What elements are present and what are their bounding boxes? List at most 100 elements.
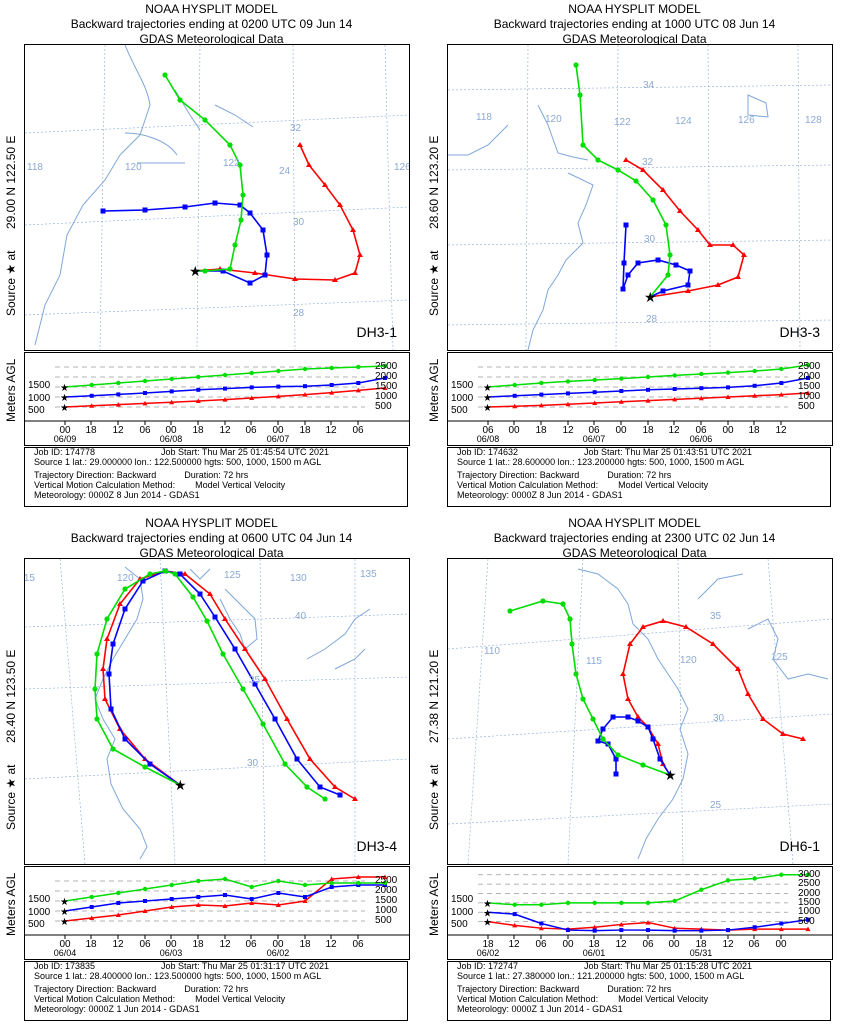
trajectory-point	[573, 671, 579, 677]
profile-point	[646, 387, 650, 392]
trajectory-point	[665, 272, 671, 278]
trajectory-point	[600, 736, 606, 742]
trajectory-point	[569, 641, 575, 647]
trajectory-point	[222, 616, 228, 621]
trajectory-point	[94, 716, 100, 722]
y-axis-label: Meters AGL	[423, 866, 447, 958]
time-tick: 12	[325, 425, 337, 436]
trajectory-point	[613, 771, 619, 777]
time-tick: 00	[722, 425, 734, 436]
profile-point	[89, 915, 95, 920]
trajectory-point	[197, 591, 203, 597]
vertical-value: Model Vertical Velocity	[618, 994, 709, 1004]
profile-point	[592, 900, 597, 906]
start-height-label: 500	[451, 919, 468, 930]
profile-point	[672, 928, 677, 933]
profile-point	[169, 389, 174, 394]
lat-label: 40	[295, 611, 307, 622]
trajectory-point	[735, 274, 741, 279]
trajectory-point	[317, 784, 323, 790]
time-tick: 06	[245, 939, 257, 950]
duration: Duration: 72 hrs	[607, 470, 672, 480]
height-label: 1500	[375, 895, 398, 906]
profile-point	[726, 385, 730, 390]
trajectory-green	[162, 72, 246, 274]
trajectory-point	[673, 262, 679, 268]
lat-label: 28	[293, 308, 305, 319]
profile-point	[672, 898, 677, 904]
profile-point	[618, 399, 624, 404]
trajectory-point	[540, 598, 546, 604]
trajectory-point	[623, 157, 629, 162]
time-tick: 00	[165, 939, 177, 950]
height-label: 1500	[375, 381, 398, 392]
trajectory-point	[212, 614, 218, 620]
time-tick: 18	[85, 939, 97, 950]
start-star-icon: ★	[483, 908, 492, 919]
trajectory-point	[633, 178, 639, 184]
profile-point	[779, 872, 784, 877]
lon-label: 118	[476, 112, 492, 123]
trajectory-point	[252, 681, 258, 687]
profile-green: ★	[483, 872, 811, 910]
time-tick: 18	[192, 425, 204, 436]
trajectory-point	[625, 714, 631, 720]
lon-label: 122	[614, 117, 631, 128]
direction-row: Trajectory Direction: Backward Duration: …	[34, 470, 408, 480]
height-label: 500	[798, 915, 815, 927]
time-tick: 00	[272, 425, 284, 436]
trajectory-point	[220, 268, 226, 274]
panel-title: Backward trajectories ending at 0200 UTC…	[70, 17, 353, 31]
trajectory-point	[304, 784, 310, 790]
duration: Duration: 72 hrs	[184, 984, 249, 994]
profile-point	[355, 874, 361, 879]
trajectory-point	[262, 676, 268, 681]
trajectory-point	[623, 222, 629, 228]
trajectory-point	[238, 217, 244, 223]
trajectory-point	[640, 624, 646, 629]
meteorology: Meteorology: 0000Z 8 Jun 2014 - GDAS1	[34, 490, 200, 500]
lon-label: 135	[360, 569, 377, 580]
trajectory-point	[635, 260, 641, 266]
trajectory-point	[650, 197, 656, 203]
source-star-icon: ★	[174, 778, 187, 794]
time-tick: 18	[535, 425, 547, 436]
trajectory-point	[715, 282, 721, 287]
vertical-row: Vertical Motion Calculation Method: Model…	[457, 994, 831, 1004]
panel-model: NOAA HYSPLIT MODEL	[568, 516, 701, 530]
trajectory-point	[142, 207, 148, 213]
trajectory-point	[272, 716, 278, 722]
profile-point	[223, 893, 227, 897]
profile-red: ★	[60, 385, 388, 414]
source-star-icon: ★	[189, 264, 202, 280]
profile-point	[142, 908, 148, 913]
y-axis-label: Meters AGL	[423, 352, 447, 444]
date-label: 06/04	[53, 948, 77, 958]
direction-row: Trajectory Direction: Backward Duration: …	[34, 984, 408, 994]
time-tick: 18	[299, 425, 311, 436]
lat-label: 30	[713, 713, 725, 724]
profile-point	[778, 926, 784, 932]
trajectory-point	[645, 724, 651, 730]
panel-model: NOAA HYSPLIT MODEL	[145, 2, 278, 16]
profile-point	[382, 363, 388, 369]
time-tick: 06	[535, 939, 547, 950]
direction: Trajectory Direction: Backward	[457, 470, 580, 480]
trajectory-point	[660, 618, 666, 623]
trajectory-point	[357, 252, 363, 257]
run-info-frame	[24, 961, 408, 1021]
height-profile: ★ ★ ★ 2500 2000 1500 1000 500 1500 1000 500 00 18 12 0…	[24, 352, 410, 446]
time-tick: 06	[695, 425, 707, 436]
time-tick: 12	[722, 939, 734, 950]
trajectory-point	[677, 208, 683, 213]
trajectory-red	[623, 157, 747, 298]
meteorology: Meteorology: 0000Z 1 Jun 2014 - GDAS1	[34, 1004, 200, 1014]
profile-green: ★	[483, 362, 811, 394]
profile-point	[382, 874, 388, 879]
profile-point	[699, 371, 704, 377]
start-height-label: 500	[28, 405, 45, 416]
profile-point	[538, 925, 544, 931]
vertical-value: Model Vertical Velocity	[195, 994, 286, 1004]
trajectory-point	[247, 280, 253, 286]
start-height-label: 1000	[451, 393, 474, 404]
